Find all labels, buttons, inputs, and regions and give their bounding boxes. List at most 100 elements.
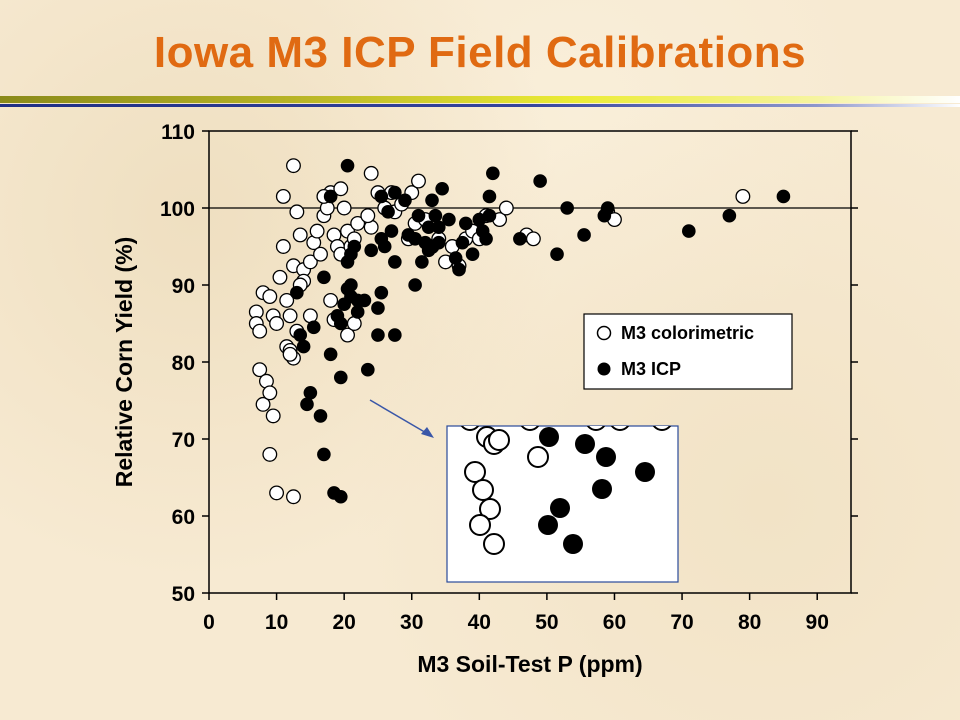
data-point-m3-icp <box>317 270 331 285</box>
x-tick-label: 70 <box>670 611 693 634</box>
x-tick-label: 10 <box>265 611 288 634</box>
legend-marker-filled <box>597 362 611 376</box>
data-point-m3-icp <box>323 189 338 204</box>
data-point-m3-icp <box>344 278 358 292</box>
data-point-m3-icp <box>333 370 348 385</box>
data-point-m3-icp <box>333 316 348 331</box>
data-point-m3-icp <box>425 193 439 208</box>
series-m3-icp <box>290 158 791 504</box>
data-point-m3-icp <box>431 235 446 250</box>
data-point-m3-colorimetric <box>346 316 362 331</box>
data-point-m3-icp <box>290 285 304 300</box>
data-point-m3-colorimetric <box>323 292 339 308</box>
data-point-m3-icp <box>300 397 314 412</box>
data-point-m3-icp <box>577 228 591 242</box>
data-point-m3-icp <box>361 362 375 377</box>
data-point-m3-icp <box>317 447 331 462</box>
data-point-m3-colorimetric <box>262 289 278 305</box>
data-point-m3-icp <box>371 328 385 342</box>
data-point-m3-icp <box>377 239 392 254</box>
data-point-m3-icp <box>296 339 311 354</box>
data-point-m3-colorimetric <box>252 362 268 378</box>
x-tick-label: 90 <box>806 611 829 634</box>
data-point-m3-colorimetric <box>313 246 328 262</box>
zoom-arrow <box>369 399 434 438</box>
data-point-m3-icp <box>533 174 547 188</box>
y-tick-label: 80 <box>172 352 195 375</box>
data-point-m3-icp <box>384 224 399 238</box>
data-point-m3-icp <box>415 255 429 269</box>
legend-label-m3-colorimetric: M3 colorimetric <box>621 323 754 343</box>
legend-marker-open <box>596 325 612 341</box>
x-tick-label: 60 <box>603 611 626 634</box>
data-point-m3-icp <box>513 232 527 246</box>
data-point-m3-icp <box>293 328 308 342</box>
data-point-m3-icp <box>442 212 456 227</box>
data-point-m3-colorimetric <box>292 227 308 243</box>
data-point-m3-colorimetric <box>255 396 271 412</box>
data-point-m3-icp <box>452 262 466 277</box>
data-point-m3-icp <box>388 255 402 269</box>
y-tick-label: 110 <box>161 121 195 144</box>
data-point-m3-colorimetric <box>265 408 281 424</box>
zoom-inset-filled-points <box>538 427 655 554</box>
x-tick-label: 50 <box>535 611 558 634</box>
data-point-m3-icp <box>722 208 737 223</box>
y-tick-label: 70 <box>172 429 195 452</box>
data-point-m3-colorimetric <box>302 308 318 324</box>
data-point-m3-icp <box>323 347 338 362</box>
data-point-m3-icp <box>381 205 395 219</box>
data-point-m3-icp <box>333 489 348 504</box>
data-point-m3-colorimetric <box>340 327 355 343</box>
data-point-m3-icp <box>347 239 362 254</box>
data-point-m3-icp <box>459 216 473 231</box>
x-tick-label: 0 <box>203 611 215 634</box>
title-rule-bottom <box>0 104 960 107</box>
y-ticks: 50 60 70 80 90 100 110 <box>160 121 858 606</box>
data-point-m3-colorimetric <box>282 346 298 362</box>
data-point-m3-colorimetric <box>269 316 285 331</box>
data-point-m3-colorimetric <box>411 173 426 189</box>
data-point-m3-colorimetric <box>286 489 301 505</box>
data-point-m3-icp <box>340 158 355 173</box>
data-point-m3-icp <box>682 224 696 238</box>
data-point-m3-icp <box>550 247 564 261</box>
data-point-m3-icp <box>388 328 402 342</box>
data-point-m3-icp <box>448 251 463 265</box>
x-tick-label: 40 <box>468 611 491 634</box>
data-point-m3-icp <box>479 232 493 246</box>
data-point-m3-colorimetric <box>279 292 295 308</box>
data-point-m3-colorimetric <box>302 254 318 270</box>
y-tick-label: 50 <box>172 583 195 606</box>
x-tick-label: 20 <box>332 611 355 634</box>
data-point-m3-icp <box>374 285 389 300</box>
x-axis-label: M3 Soil-Test P (ppm) <box>417 651 642 677</box>
data-point-m3-colorimetric <box>269 485 285 501</box>
legend: M3 colorimetric M3 ICP <box>583 313 793 390</box>
data-point-m3-colorimetric <box>275 239 291 254</box>
data-point-m3-colorimetric <box>262 385 278 401</box>
data-point-m3-colorimetric <box>309 223 325 239</box>
data-point-m3-icp <box>600 201 615 215</box>
data-point-m3-icp <box>350 305 365 319</box>
data-point-m3-colorimetric <box>336 200 352 216</box>
data-point-m3-icp <box>776 189 791 204</box>
data-point-m3-colorimetric <box>282 308 298 324</box>
data-point-m3-colorimetric <box>289 204 305 220</box>
page-title: Iowa M3 ICP Field Calibrations <box>153 28 807 77</box>
data-point-m3-colorimetric <box>262 446 278 462</box>
data-point-m3-colorimetric <box>350 215 366 231</box>
data-point-m3-colorimetric <box>252 323 268 339</box>
legend-label-m3-icp: M3 ICP <box>621 359 681 379</box>
data-point-m3-icp <box>431 220 446 235</box>
title-rule-top <box>0 96 960 103</box>
data-point-m3-colorimetric <box>525 231 541 247</box>
data-point-m3-colorimetric <box>333 181 349 197</box>
data-point-m3-icp <box>388 185 402 200</box>
y-tick-label: 90 <box>172 275 195 298</box>
data-point-m3-colorimetric <box>360 208 376 224</box>
data-point-m3-icp <box>421 220 436 235</box>
data-point-m3-icp <box>411 208 426 223</box>
data-point-m3-colorimetric <box>286 158 301 174</box>
